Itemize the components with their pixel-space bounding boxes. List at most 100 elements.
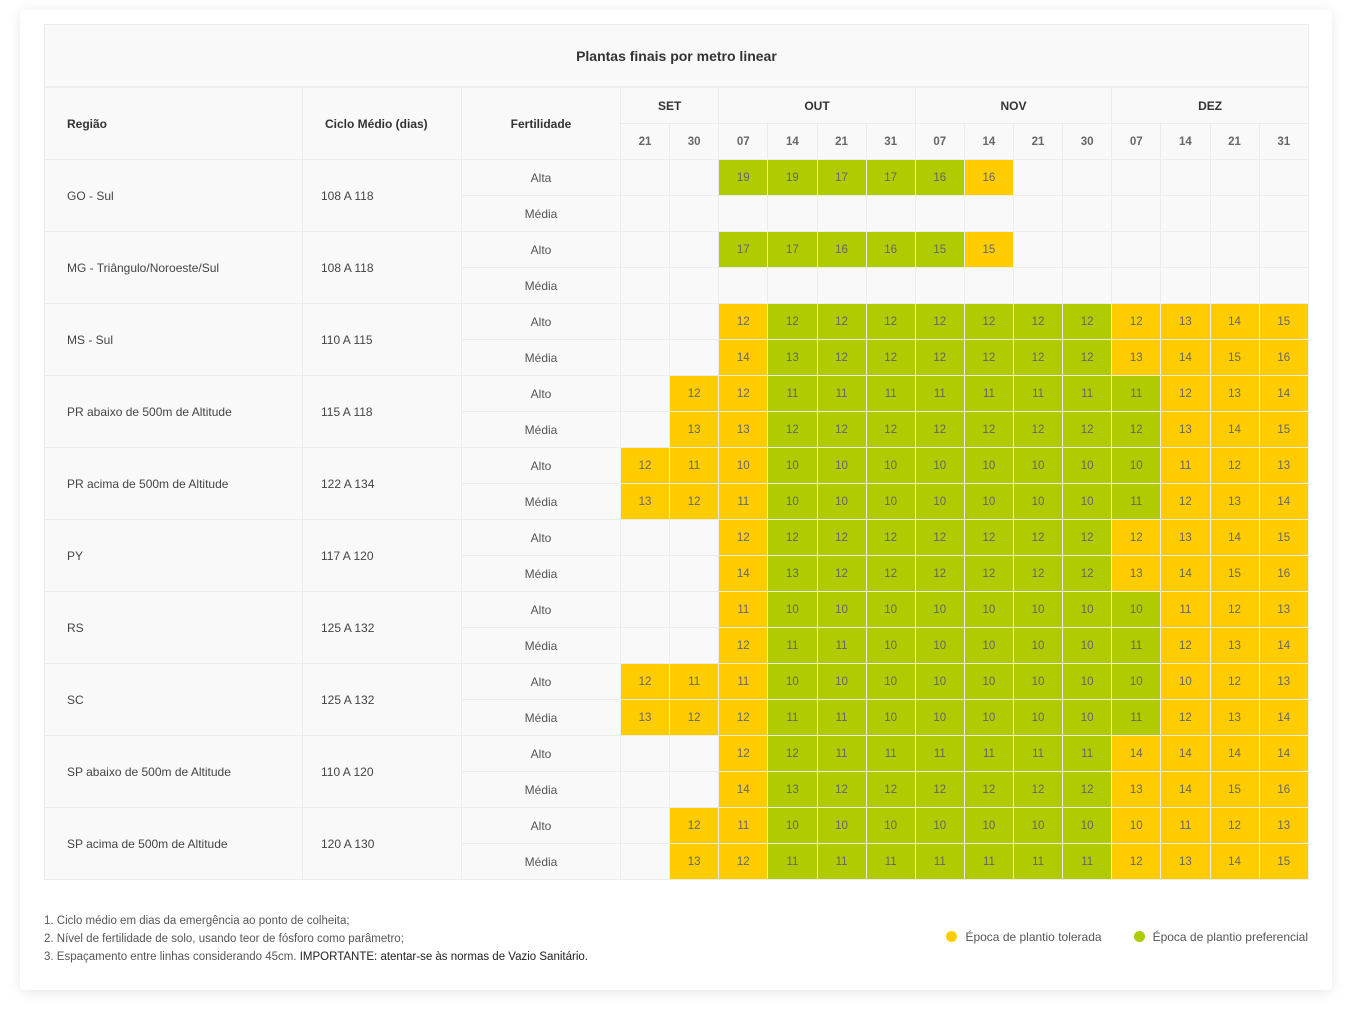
fertility-level: Alto [461,807,621,844]
tolerated-cell: 13 [1209,627,1260,664]
empty-cell [1209,159,1260,196]
legend-tolerated: Época de plantio tolerada [946,930,1102,944]
tolerated-cell: 13 [669,411,720,448]
table-title: Plantas finais por metro linear [44,24,1309,88]
empty-cell [767,267,818,304]
preferred-cell: 10 [1111,591,1162,628]
table-row: Média 13 12 12 11 11 10 10 10 10 10 11 12 13 14 [45,699,1309,736]
preferred-cell: 11 [865,843,916,880]
empty-cell [914,267,965,304]
table-row: RS 125 A 132 Alto 11 10 10 10 10 10 10 10 10 11 12 13 [44,591,1309,664]
preferred-cell: 10 [914,663,965,700]
preferred-cell: 11 [816,627,867,664]
preferred-cell: 12 [767,519,818,556]
preferred-cell: 10 [1012,699,1064,736]
fertility-level: Alto [461,519,621,556]
table-row: MG - Triângulo/Noroeste/Sul 108 A 118 Alto… [44,231,1309,304]
empty-cell [1012,267,1064,304]
tolerated-cell: 15 [1209,555,1260,592]
tolerated-cell: 14 [1209,735,1260,772]
empty-cell [1160,267,1211,304]
empty-cell [619,375,671,412]
empty-cell [669,339,720,376]
tolerated-cell: 11 [669,663,720,700]
fertility-level: Média [461,627,621,664]
planting-table-card: Plantas finais por metro linear Região C… [20,10,1332,990]
empty-cell [669,735,720,772]
table-row: Média 14 13 12 12 12 12 12 12 13 14 15 16 [45,555,1309,592]
preferred-cell: 10 [767,807,818,844]
preferred-cell: 11 [816,735,867,772]
table-row: Média 13 13 12 12 12 12 12 12 12 12 13 14 15 [45,411,1309,448]
date-header: 21 [816,123,867,160]
empty-cell [767,195,818,232]
empty-cell [619,735,671,772]
empty-cell [1209,231,1260,268]
empty-cell [619,195,671,232]
empty-cell [619,411,671,448]
empty-cell [1160,159,1211,196]
tolerated-cell: 14 [1258,735,1309,772]
tolerated-cell: 12 [619,663,671,700]
empty-cell [1111,159,1162,196]
empty-cell [1111,195,1162,232]
cycle-days: 122 A 134 [302,447,462,520]
preferred-cell: 10 [1012,627,1064,664]
fertility-level: Média [461,411,621,448]
preferred-cell: 10 [865,447,916,484]
preferred-cell: 10 [1062,447,1113,484]
preferred-cell: 10 [767,447,818,484]
date-header: 07 [914,123,965,160]
legend-tolerated-label: Época de plantio tolerada [965,930,1102,944]
tolerated-cell: 12 [1209,447,1260,484]
header-fertility: Fertilidade [461,86,621,160]
tolerated-cell: 11 [1160,447,1211,484]
preferred-cell: 11 [1062,735,1113,772]
empty-cell [619,771,671,808]
preferred-cell: 10 [816,591,867,628]
preferred-cell: 11 [1111,627,1162,664]
empty-cell [1012,195,1064,232]
fertility-level: Alto [461,231,621,268]
preferred-cell: 10 [963,807,1015,844]
preferred-cell: 10 [963,591,1015,628]
tolerated-cell: 11 [718,663,769,700]
legend: Época de plantio tolerada Época de plant… [946,930,1308,944]
tolerated-cell: 11 [718,807,769,844]
empty-cell [1258,231,1309,268]
empty-cell [1062,231,1113,268]
tolerated-cell: 13 [1209,699,1260,736]
empty-cell [619,591,671,628]
preferred-cell: 11 [767,699,818,736]
fertility-level: Média [461,771,621,808]
preferred-cell: 10 [767,591,818,628]
preferred-cell: 12 [865,555,916,592]
empty-cell [619,807,671,844]
preferred-cell: 12 [963,555,1015,592]
tolerated-cell: 15 [1209,339,1260,376]
preferred-cell: 13 [767,339,818,376]
tolerated-cell: 13 [1209,483,1260,520]
preferred-cell: 19 [718,159,769,196]
empty-cell [669,303,720,340]
date-header: 14 [767,123,818,160]
table-row: SP abaixo de 500m de Altitude 110 A 120 Al… [44,735,1309,808]
preferred-cell: 11 [914,375,965,412]
preferred-cell: 12 [1012,555,1064,592]
region-name: PY [44,519,303,592]
empty-cell [1111,267,1162,304]
tolerated-cell: 13 [1160,519,1211,556]
fertility-level: Média [461,699,621,736]
tolerated-cell: 13 [1160,303,1211,340]
tolerated-cell: 13 [1258,807,1309,844]
cycle-days: 115 A 118 [302,375,462,448]
tolerated-cell: 10 [1111,807,1162,844]
empty-cell [669,195,720,232]
empty-cell [669,159,720,196]
preferred-cell: 11 [816,843,867,880]
cycle-days: 125 A 132 [302,663,462,736]
preferred-cell: 10 [1062,591,1113,628]
preferred-cell: 11 [816,699,867,736]
preferred-cell: 11 [816,375,867,412]
preferred-cell: 12 [865,771,916,808]
